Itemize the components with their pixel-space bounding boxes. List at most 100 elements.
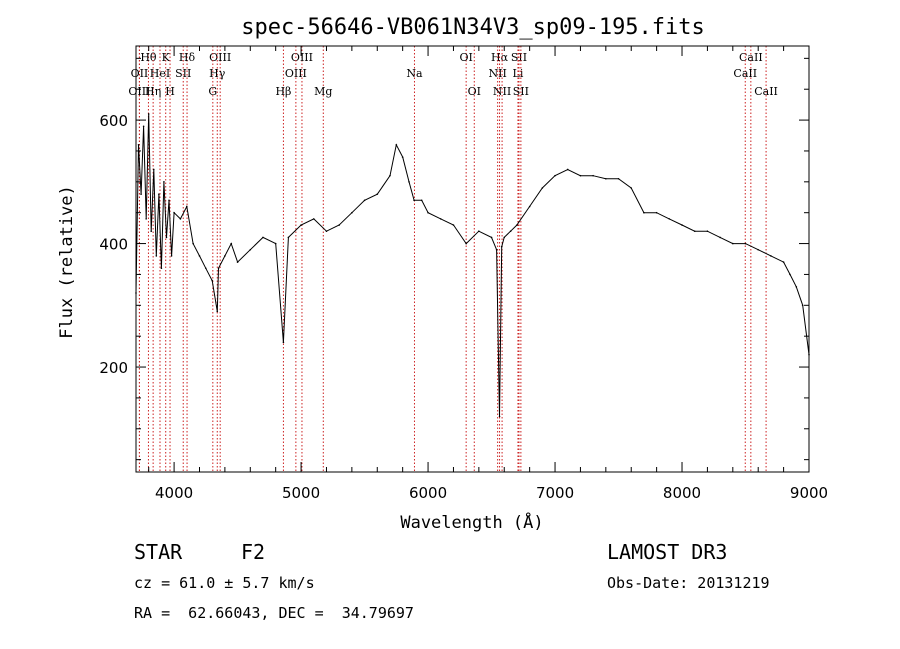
spectral-line-label: SII — [175, 67, 191, 80]
flux-data-point — [224, 255, 226, 257]
flux-data-point — [408, 181, 410, 183]
flux-data-point — [732, 242, 734, 245]
spectral-line-label: Na — [406, 67, 423, 80]
flux-data-point — [439, 218, 442, 220]
flux-data-point — [770, 255, 772, 257]
spectral-line-label: Hβ — [275, 85, 291, 98]
flux-data-point — [173, 211, 175, 214]
flux-data-point — [287, 236, 290, 239]
flux-data-point — [668, 218, 671, 220]
spectral-line-label: NII — [493, 85, 511, 98]
spectral-line-label: OI — [468, 85, 481, 98]
spectral-line-label: Hγ — [209, 67, 226, 80]
flux-data-point — [351, 211, 353, 214]
flux-data-point — [579, 174, 582, 177]
y-tick-label: 600 — [99, 112, 128, 130]
flux-data-point — [427, 211, 429, 214]
flux-data-point — [490, 236, 493, 239]
ticks-layer: 4000 5000 6000 7000 8000 9000 200 400 600 — [99, 46, 828, 502]
flux-data-point — [150, 230, 153, 233]
x-tick-label: 5000 — [282, 484, 320, 502]
flux-data-point — [211, 279, 213, 282]
flux-data-point — [198, 255, 201, 257]
flux-data-point — [152, 168, 155, 171]
flux-data-point — [495, 248, 498, 251]
series-layer — [135, 113, 810, 418]
flux-data-point — [160, 267, 163, 270]
object-subclass: F2 — [241, 540, 266, 564]
x-tick-label: 4000 — [155, 484, 193, 502]
flux-data-point — [420, 199, 423, 202]
flux-data-point — [719, 236, 721, 239]
spectral-line-label: CaII — [754, 85, 778, 98]
flux-data-point — [155, 255, 158, 257]
flux-data-point — [401, 156, 404, 158]
flux-data-point — [630, 187, 633, 189]
flux-data-point — [801, 304, 804, 307]
spectral-line-label: SII — [513, 85, 529, 98]
flux-data-point — [757, 248, 760, 251]
flux-data-point — [216, 310, 219, 313]
flux-data-point — [312, 218, 315, 220]
spectral-line-label: OIII — [285, 67, 307, 80]
spectral-line-label: OIII — [128, 85, 150, 98]
flux-data-point — [744, 242, 747, 245]
spectral-line-label: NII — [488, 67, 506, 80]
flux-data-point — [170, 255, 173, 257]
flux-data-point — [249, 248, 252, 251]
flux-data-point — [566, 168, 569, 171]
flux-data-point — [205, 267, 207, 270]
flux-data-point — [338, 224, 340, 226]
redshift-text: cz = 61.0 ± 5.7 km/s — [134, 574, 315, 592]
flux-data-point — [147, 113, 150, 115]
survey-name: LAMOST DR3 — [607, 540, 728, 564]
flux-data-point — [528, 205, 531, 208]
flux-data-point — [452, 224, 455, 226]
x-tick-label: 9000 — [790, 484, 828, 502]
flux-data-point — [142, 125, 145, 128]
spectral-line-label: OII — [131, 67, 149, 80]
spectral-line-label: Hθ — [140, 51, 157, 64]
spectral-line-label: CaII — [733, 67, 757, 80]
flux-data-point — [655, 211, 658, 214]
flux-data-point — [165, 236, 168, 239]
flux-data-point — [706, 230, 709, 233]
spectral-line-label: Hδ — [179, 51, 196, 64]
spectral-line-label: K — [162, 51, 171, 64]
flux-data-point — [605, 177, 607, 180]
flux-data-point — [376, 193, 379, 195]
spectral-line-label: Li — [513, 67, 524, 80]
flux-data-point — [163, 181, 165, 183]
flux-data-point — [681, 224, 683, 226]
spectral-line-label: OIII — [209, 51, 231, 64]
flux-data-point — [363, 199, 366, 202]
flux-data-point — [795, 285, 798, 288]
flux-data-point — [179, 218, 182, 220]
flux-data-point — [137, 143, 140, 146]
flux-data-point — [300, 224, 302, 226]
chart-title: spec-56646-VB061N34V3_sp09-195.fits — [241, 15, 705, 40]
flux-data-point — [282, 341, 285, 344]
flux-data-point — [465, 242, 467, 245]
spectrum-chart: spec-56646-VB061N34V3_sp09-195.fits Hθ OI… — [57, 15, 828, 533]
x-axis-label: Wavelength (Å) — [400, 511, 543, 533]
object-class: STAR — [134, 540, 183, 564]
ra-dec-text: RA = 62.66043, DEC = 34.79697 — [134, 604, 414, 622]
flux-data-point — [516, 224, 518, 226]
x-tick-label: 8000 — [663, 484, 701, 502]
flux-data-point — [325, 230, 328, 233]
spectral-line-label: CaII — [739, 51, 763, 64]
flux-data-point — [643, 211, 645, 214]
flux-series-line — [135, 113, 810, 417]
y-tick-label: 200 — [99, 359, 128, 377]
spectral-line-label: OIII — [291, 51, 313, 64]
flux-data-point — [389, 174, 391, 177]
flux-data-point — [541, 187, 544, 189]
flux-data-point — [217, 267, 220, 270]
flux-data-point — [230, 242, 233, 245]
flux-data-point — [168, 199, 170, 202]
flux-data-point — [274, 242, 277, 245]
flux-data-point — [498, 415, 501, 418]
flux-data-point — [158, 193, 160, 195]
